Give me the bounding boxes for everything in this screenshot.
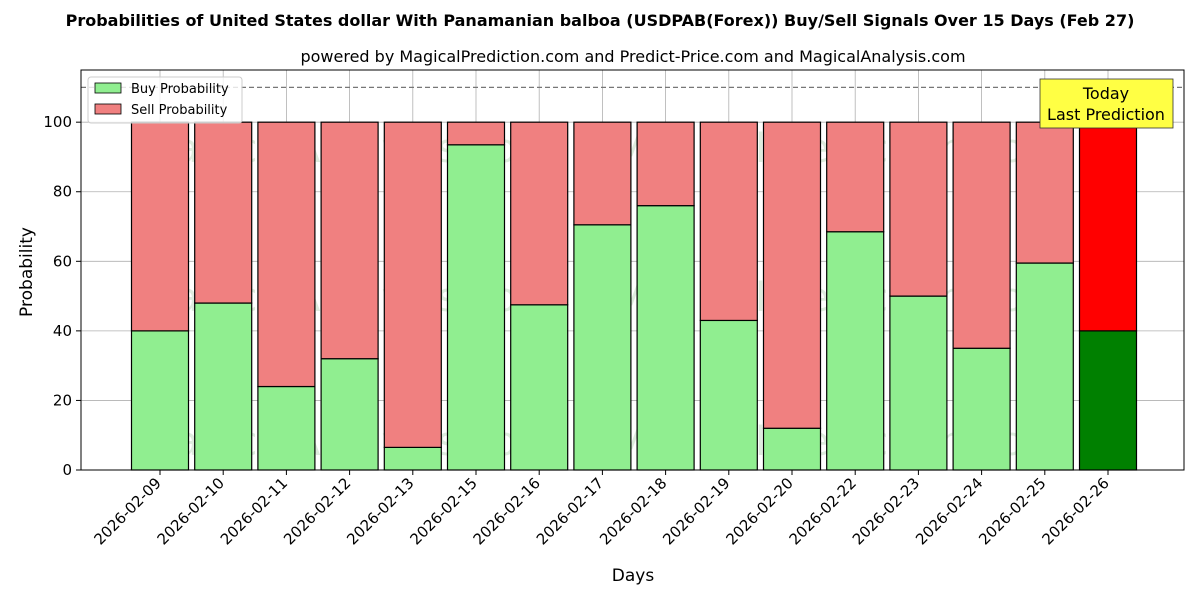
bar-buy [826,231,885,471]
legend-swatch-sell [94,103,122,115]
bar-buy [446,144,506,471]
x-tick-label: 2026-02-17 [533,474,607,548]
bar-sell [257,121,316,388]
chart-title: Probabilities of United States dollar Wi… [66,11,1135,30]
bar-sell [952,121,1011,349]
legend-swatch-buy [94,82,122,94]
legend-label-sell: Sell Probability [131,103,228,118]
bars [130,121,1138,471]
x-tick-label: 2026-02-11 [217,474,291,548]
bar-buy [889,295,948,471]
y-tick-label: 0 [62,461,72,479]
bar-buy [1078,330,1138,471]
bar-sell [1078,121,1138,332]
y-axis-label: Probability [17,227,37,317]
bar-buy [257,385,316,471]
x-tick-label: 2026-02-10 [154,474,228,548]
x-tick-label: 2026-02-09 [90,474,164,548]
y-tick-label: 20 [53,391,72,409]
x-tick-label: 2026-02-19 [659,474,733,548]
x-tick-label: 2026-02-12 [280,474,354,548]
bar-buy [699,319,758,471]
y-axis-ticks: 0 20 40 60 80 100 [43,113,81,479]
bar-buy [320,358,379,471]
today-annotation-line-1: Today [1082,84,1129,103]
x-tick-label: 2026-02-16 [470,474,544,548]
x-tick-label: 2026-02-23 [849,474,923,548]
bar-buy [194,302,253,471]
today-annotation-box [1039,78,1174,129]
bar-sell [1015,121,1074,264]
today-annotation-line-2: Last Prediction [1047,105,1165,124]
chart-subtitle: powered by MagicalPrediction.com and Pre… [300,47,965,66]
x-axis-ticks: 2026-02-092026-02-102026-02-112026-02-12… [90,470,1113,548]
legend: Buy Probability Sell Probability [87,76,243,124]
y-tick-label: 80 [53,183,72,201]
bar-buy [573,224,632,471]
x-tick-label: 2026-02-20 [722,474,796,548]
bar-buy [130,330,190,471]
bar-buy [762,427,822,471]
bar-buy [510,304,569,471]
bar-sell [510,121,569,306]
bar-sell [762,121,822,429]
x-tick-label: 2026-02-18 [596,474,670,548]
today-annotation: Today Last Prediction [1039,78,1174,129]
bar-buy [1015,262,1074,471]
plot-frame [80,69,1185,471]
x-tick-label: 2026-02-22 [786,474,860,548]
bar-buy [636,205,695,471]
bar-sell [446,121,506,146]
x-tick-label: 2026-02-13 [343,474,417,548]
x-tick-label: 2026-02-26 [1038,474,1112,548]
y-tick-label: 40 [53,322,72,340]
x-tick-label: 2026-02-25 [975,474,1049,548]
x-axis-label: Days [612,566,655,586]
bar-sell [826,121,885,233]
legend-box [87,76,243,124]
y-tick-label: 100 [43,113,72,131]
bar-sell [320,121,379,360]
bar-buy [952,347,1011,471]
bar-sell [130,121,190,332]
bar-sell [573,121,632,226]
x-tick-label: 2026-02-15 [406,474,480,548]
y-tick-label: 60 [53,252,72,270]
x-tick-label: 2026-02-24 [912,474,986,548]
bar-sell [699,121,758,322]
bar-sell [636,121,695,207]
bar-sell [194,121,253,304]
legend-label-buy: Buy Probability [131,82,229,97]
bar-sell [889,121,948,297]
bar-sell [383,121,442,448]
bar-buy [383,446,442,471]
